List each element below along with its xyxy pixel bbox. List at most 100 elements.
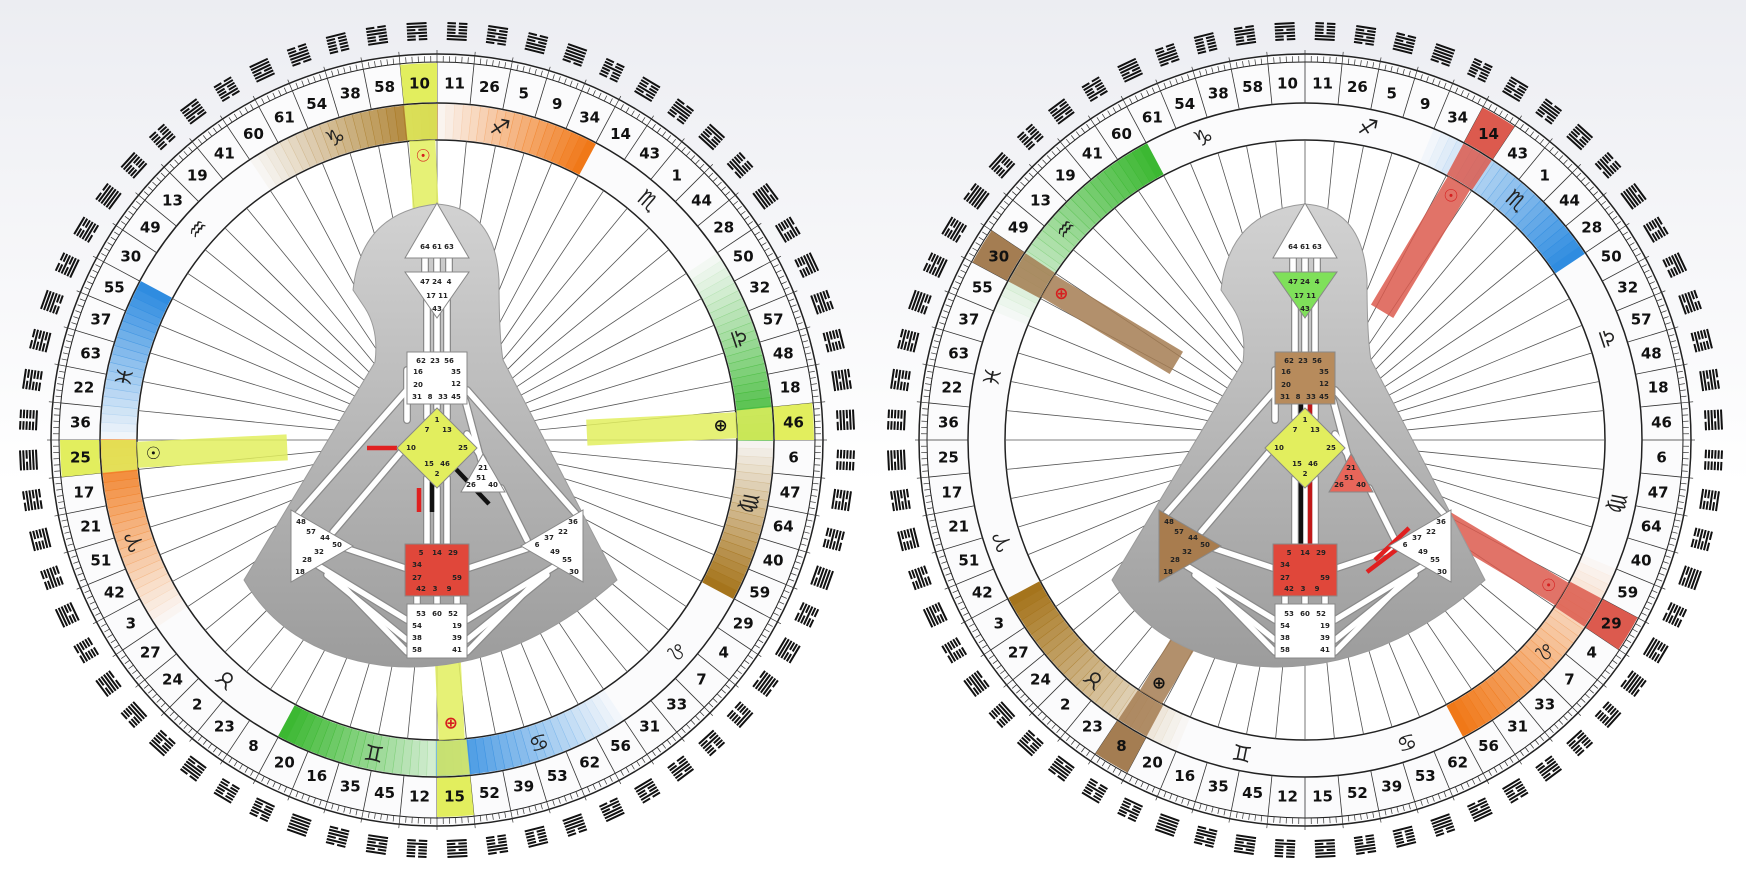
gate-divider [675,678,705,708]
gate-divider [66,505,107,515]
center-gate-number: 57 [306,528,316,536]
hexagram-line [135,158,143,166]
hexagram-line [1392,825,1413,833]
gate-divider [748,568,787,586]
hexagram-line [1064,764,1073,772]
degree-tick [1651,590,1658,594]
gate-number: 54 [306,95,327,113]
gate-number: 59 [1617,584,1638,602]
hexagram-line [38,540,43,550]
hexagram-line [103,674,117,692]
gate-divider [226,719,251,755]
gate-divider [716,229,752,254]
degree-tick [1004,201,1010,206]
zodiac-arc [1535,627,1568,657]
degree-tick [386,814,389,821]
zodiac-arc [1497,666,1527,699]
hexagram-line [566,829,576,834]
zodiac-sign: ♐ [1356,114,1380,142]
hexagram-line [840,531,845,541]
center-gate-number: 14 [432,549,442,557]
gate-divider [169,678,199,708]
gate-number: 1 [1540,166,1550,184]
zodiac-arc [392,738,405,775]
degree-tick [92,606,99,611]
hexagram-line [487,843,508,849]
center-gate-number: 39 [1320,634,1330,642]
zodiac-arc [106,493,143,509]
degree-tick [492,813,494,820]
hexagram-line [939,613,945,623]
center-gate-number: 30 [569,568,579,576]
hexagram-line [1690,569,1699,590]
energy-center [1272,543,1338,597]
hexagram-line [366,31,387,37]
degree-tick [592,90,596,96]
hexagram-line [1275,842,1296,846]
gate-number: 49 [1008,218,1029,236]
hexagram-line [810,565,819,585]
degree-tick [355,64,358,71]
zodiac-arc [483,108,499,145]
hexagram-line [1667,601,1673,611]
center-gate-number: 37 [544,534,554,542]
hexagram-line [287,825,308,834]
hexagram [890,488,911,512]
hexagram-line [1083,788,1092,796]
hexagram-line [909,342,914,352]
degree-tick [1593,191,1599,196]
hexagram-line [22,450,26,471]
energy-center [406,351,468,405]
hexagram-line [76,228,83,237]
hexagram-line [34,541,40,551]
hexagram [1274,839,1296,858]
degree-tick [57,495,64,497]
hexagram-line [799,269,805,279]
degree-tick [775,606,782,611]
gate-number: 18 [1648,379,1669,397]
degree-tick [1666,549,1679,554]
hexagram-line [1314,845,1336,849]
hexagram-line [813,294,819,303]
zodiac-arc [132,566,168,590]
hexagram-line [1031,742,1040,750]
degree-tick [1372,811,1375,818]
degree-tick [728,192,739,201]
zodiac-arc [512,729,531,766]
degree-tick [295,82,299,89]
gate-number: 40 [763,551,784,569]
degree-tick [720,688,726,694]
hexagram [1047,98,1075,125]
hexagram-line [610,74,620,80]
hexagram-line [847,368,851,378]
hexagram-line [377,25,386,29]
hexagram-line [1630,184,1638,193]
hexagram-line [648,786,658,793]
hexagram [963,670,990,698]
zodiac-arc [527,724,547,761]
degree-tick [1666,326,1679,331]
degree-tick [331,70,334,77]
energy-center [1274,351,1336,405]
hexagram-line [1117,57,1137,69]
degree-tick [266,778,271,785]
hexagram-line [963,192,970,201]
hexagram-line [265,805,274,811]
hexagram-line [1275,839,1284,842]
degree-tick [283,87,287,94]
hexagram-line [36,370,40,380]
degree-tick [107,242,113,246]
hexagram-line [1088,780,1097,787]
gate-divider [326,78,340,118]
zodiac-sign: ♊ [1230,738,1254,766]
hexagram-line [329,50,339,55]
zodiac-arc [1504,188,1535,221]
hexagram-line [25,380,29,390]
degree-tick [1615,654,1621,659]
hexagram-line [526,834,535,839]
degree-tick [1584,181,1590,187]
hexagram-line [1508,788,1527,801]
hexagram-line [901,501,905,510]
hexagram-line [788,645,801,664]
hexagram-line [1544,98,1553,105]
